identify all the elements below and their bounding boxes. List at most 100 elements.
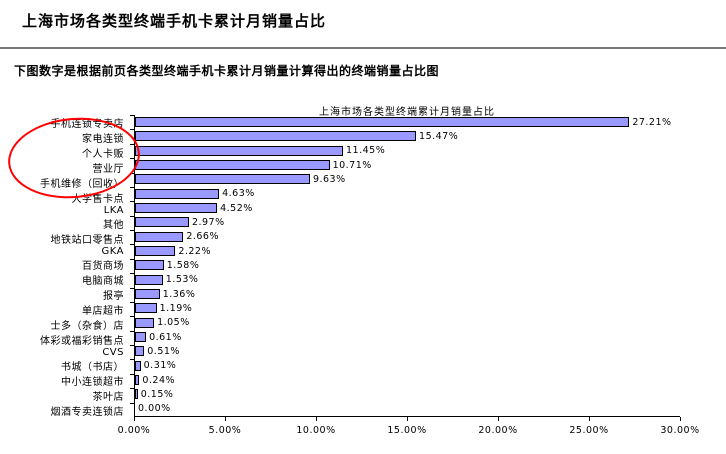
y-tick bbox=[130, 129, 134, 143]
y-tick bbox=[130, 158, 134, 172]
category-label: 烟酒专卖连锁店 bbox=[50, 407, 124, 418]
category-label: 手机维修（回收） bbox=[40, 179, 124, 190]
bar bbox=[135, 346, 145, 357]
bar bbox=[135, 217, 189, 228]
value-label: 1.19% bbox=[159, 302, 193, 314]
x-tick-label: 5.00% bbox=[208, 425, 242, 436]
bar-row: 0.24% bbox=[135, 373, 680, 387]
bar bbox=[135, 231, 184, 242]
y-tick bbox=[130, 402, 134, 417]
bar-row: 0.00% bbox=[135, 402, 680, 416]
category-label: 手机连锁专卖店 bbox=[50, 119, 124, 130]
value-label: 9.63% bbox=[312, 173, 346, 185]
y-tick bbox=[130, 244, 134, 258]
bar-row: 0.15% bbox=[135, 387, 680, 401]
bar-row: 1.58% bbox=[135, 258, 680, 272]
value-label: 1.05% bbox=[157, 317, 190, 329]
category-label: GKA bbox=[101, 246, 124, 257]
value-label: 0.00% bbox=[138, 403, 171, 415]
value-label: 11.45% bbox=[346, 145, 386, 157]
value-label: 4.63% bbox=[222, 188, 255, 200]
value-label: 1.58% bbox=[166, 259, 200, 271]
value-label: 0.51% bbox=[147, 345, 180, 357]
y-tick bbox=[130, 215, 134, 230]
bar bbox=[135, 360, 141, 371]
y-tick bbox=[130, 388, 134, 402]
bar bbox=[135, 117, 630, 128]
bar-row: 27.21% bbox=[135, 115, 680, 129]
y-axis-ticks bbox=[130, 115, 134, 417]
x-tick-label: 15.00% bbox=[387, 425, 427, 436]
value-label: 2.97% bbox=[191, 216, 225, 228]
x-tick bbox=[225, 417, 226, 421]
bar-row: 10.71% bbox=[135, 158, 680, 172]
bar-row: 0.61% bbox=[135, 330, 680, 344]
value-label: 0.24% bbox=[142, 374, 176, 386]
category-label: 百货商场 bbox=[82, 261, 124, 272]
bar bbox=[135, 332, 147, 343]
bar-row: 2.97% bbox=[135, 215, 680, 229]
y-tick bbox=[130, 345, 134, 359]
bar-row: 2.66% bbox=[135, 230, 680, 244]
value-label: 0.31% bbox=[143, 360, 177, 372]
value-label: 0.61% bbox=[149, 331, 182, 343]
y-tick bbox=[130, 115, 134, 129]
value-label: 1.36% bbox=[162, 288, 196, 300]
bar bbox=[135, 274, 163, 285]
x-tick bbox=[316, 417, 317, 421]
bar-row: 0.51% bbox=[135, 344, 680, 358]
y-tick bbox=[130, 273, 134, 287]
category-label: 电脑商城 bbox=[82, 276, 124, 287]
bar-row: 1.05% bbox=[135, 316, 680, 330]
y-tick bbox=[130, 373, 134, 388]
bar bbox=[135, 375, 140, 386]
y-tick bbox=[130, 186, 134, 201]
value-label: 4.52% bbox=[220, 202, 253, 214]
bar bbox=[135, 246, 176, 257]
page-subtitle: 下图数字是根据前页各类型终端手机卡累计月销量计算得出的终端销量占比图 bbox=[14, 64, 440, 78]
category-label: 其他 bbox=[103, 220, 124, 231]
y-tick bbox=[130, 316, 134, 330]
bar-row: 4.63% bbox=[135, 187, 680, 201]
y-tick bbox=[130, 301, 134, 316]
bar bbox=[135, 389, 138, 400]
x-tick bbox=[498, 417, 499, 421]
y-tick bbox=[130, 201, 134, 215]
value-label: 27.21% bbox=[632, 116, 672, 128]
bar-row: 15.47% bbox=[135, 129, 680, 143]
y-tick bbox=[130, 258, 134, 273]
category-label: 家电连锁 bbox=[82, 134, 124, 145]
bar bbox=[135, 317, 155, 328]
category-label: 营业厅 bbox=[92, 164, 124, 175]
category-label: 单店超市 bbox=[82, 306, 124, 317]
category-label: CVS bbox=[102, 347, 124, 358]
bar-row: 2.22% bbox=[135, 244, 680, 258]
bar-row: 9.63% bbox=[135, 172, 680, 186]
y-tick bbox=[130, 230, 134, 244]
value-label: 0.15% bbox=[140, 388, 174, 400]
x-tick-label: 25.00% bbox=[569, 425, 609, 436]
y-tick bbox=[130, 359, 134, 373]
category-axis: 手机连锁专卖店 家电连锁 个人卡贩 营业厅 手机维修（回收） 大学售卡点 LKA 其他 地铁站口… bbox=[0, 115, 128, 418]
y-tick bbox=[130, 287, 134, 302]
category-label: 体彩或福彩销售点 bbox=[40, 336, 124, 347]
bar bbox=[135, 131, 417, 142]
bar-row: 1.36% bbox=[135, 287, 680, 301]
bar bbox=[135, 260, 164, 271]
bar bbox=[135, 289, 160, 300]
x-tick bbox=[134, 417, 135, 421]
x-tick-label: 30.00% bbox=[660, 425, 700, 436]
bar-row: 0.31% bbox=[135, 359, 680, 373]
y-tick bbox=[130, 330, 134, 345]
bar bbox=[135, 188, 220, 199]
value-label: 2.66% bbox=[186, 231, 219, 243]
bar-chart: 上海市场各类型终端累计月销量占比 手机连锁专卖店 家电连锁 个人卡贩 营业厅 手机维修（… bbox=[0, 94, 726, 454]
bar bbox=[135, 303, 157, 314]
page-title: 上海市场各类型终端手机卡累计月销量占比 bbox=[22, 12, 327, 30]
bar-row: 1.53% bbox=[135, 273, 680, 287]
y-tick bbox=[130, 172, 134, 187]
x-tick bbox=[589, 417, 590, 421]
bar-row: 11.45% bbox=[135, 144, 680, 158]
header-divider bbox=[0, 47, 726, 49]
